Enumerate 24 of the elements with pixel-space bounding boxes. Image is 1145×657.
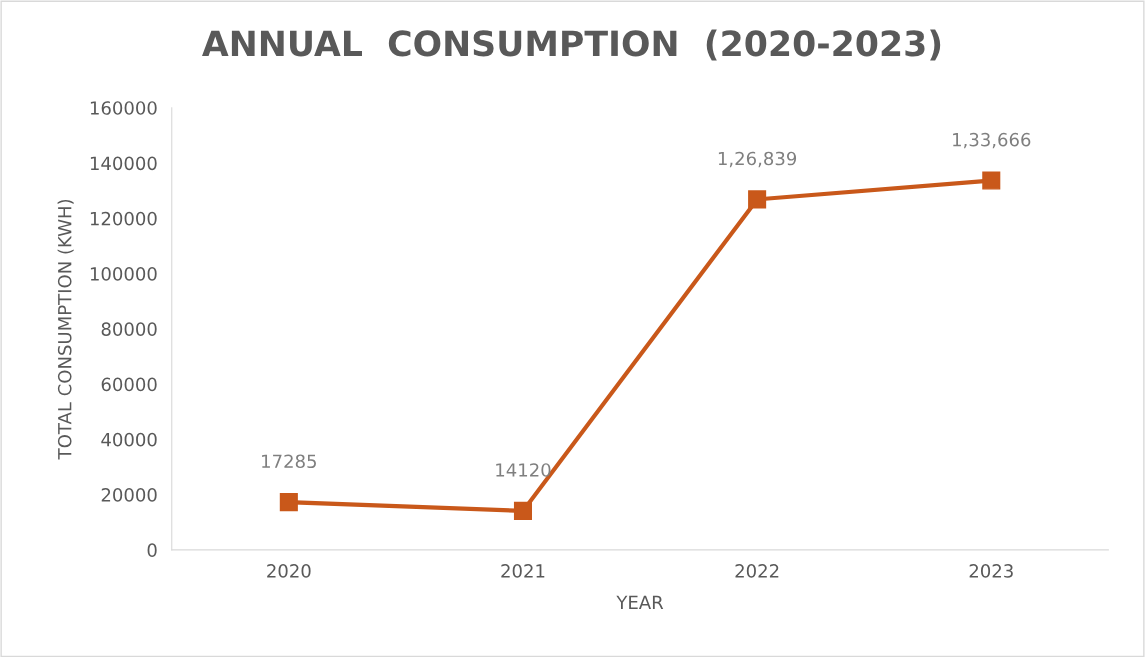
- x-tick-label: 2023: [969, 564, 1013, 578]
- y-tick-label: 120000: [90, 211, 157, 226]
- y-tick-label: 60000: [101, 377, 157, 392]
- point: [279, 493, 298, 512]
- x-tick-label: 2020: [267, 564, 311, 578]
- x-tick-label: 2021: [501, 564, 545, 578]
- point: [748, 190, 767, 209]
- y-tick-label: 80000: [101, 322, 157, 336]
- point: [513, 501, 533, 520]
- y-tick-label: 40000: [101, 432, 157, 447]
- x-tick-label: 2022: [735, 564, 779, 578]
- data-label: 1,33,666: [953, 132, 1031, 149]
- chart-title: ANNUAL CONSUMPTION (2020-2023): [202, 29, 941, 61]
- data-label: 17285: [262, 454, 316, 469]
- y-axis-title: TOTAL CONSUMPTION (KWH): [57, 199, 74, 460]
- y-tick-label: 140000: [90, 156, 157, 171]
- data-label: 14120: [496, 463, 551, 477]
- data-label: 1,26,839: [718, 151, 797, 168]
- y-tick-label: 100000: [90, 267, 157, 281]
- point: [982, 171, 1001, 190]
- y-tick-label: 0: [147, 543, 157, 558]
- y-tick-label: 20000: [101, 488, 157, 502]
- x-axis-title: YEAR: [616, 595, 664, 609]
- y-tick-label: 160000: [90, 101, 157, 115]
